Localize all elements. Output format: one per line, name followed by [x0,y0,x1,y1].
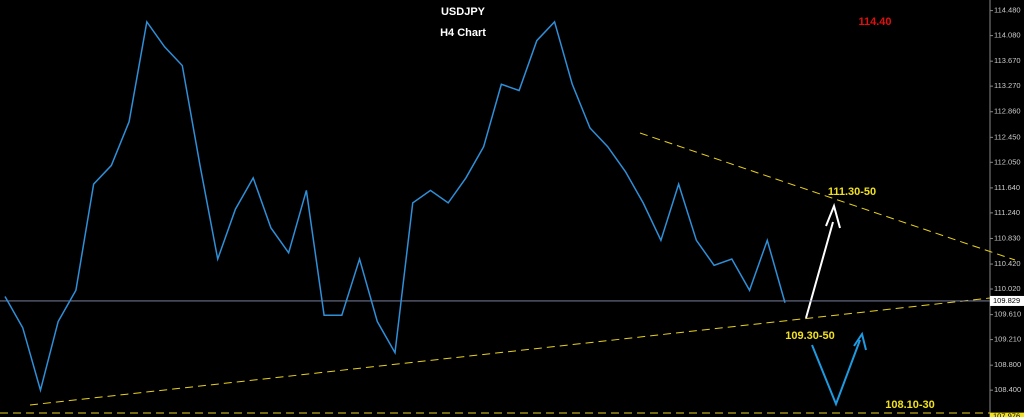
y-tick-label: 110.020 [994,284,1021,293]
chart-title: USDJPY [441,6,486,18]
y-tick-label: 109.210 [994,335,1021,344]
arrow [811,331,867,407]
y-tick-label: 112.050 [994,157,1021,166]
y-tick-label: 111.240 [994,208,1020,217]
annotation: 108.10-30 [885,399,935,411]
y-tick-label: 110.420 [994,259,1021,268]
y-tick-label: 108.800 [994,360,1021,369]
y-tick-label: 112.450 [994,132,1021,141]
chart-subtitle: H4 Chart [440,27,486,39]
y-tick-label: 114.080 [994,31,1021,40]
y-tick-label: 113.670 [994,56,1021,65]
annotation: 109.30-50 [785,330,835,342]
price-line [4,19,786,394]
price-tag [990,412,1024,417]
arrow [805,202,841,319]
y-tick-label: 114.480 [994,6,1021,15]
price-tag [990,295,1024,306]
y-tick-label: 108.400 [994,385,1021,394]
annotation: 111.30-50 [828,186,876,198]
y-tick-label: 112.860 [994,107,1021,116]
current-price-label: 109.829 [993,296,1020,305]
y-tick-label: 111.640 [994,183,1020,192]
trendline [29,297,991,406]
y-tick-label: 110.830 [994,233,1021,242]
annotation: 114.40 [858,16,891,28]
low-marker-label: 107.976 [993,412,1020,417]
y-tick-label: 113.270 [994,81,1021,90]
trendline [639,132,1016,261]
y-tick-label: 109.610 [994,310,1021,319]
